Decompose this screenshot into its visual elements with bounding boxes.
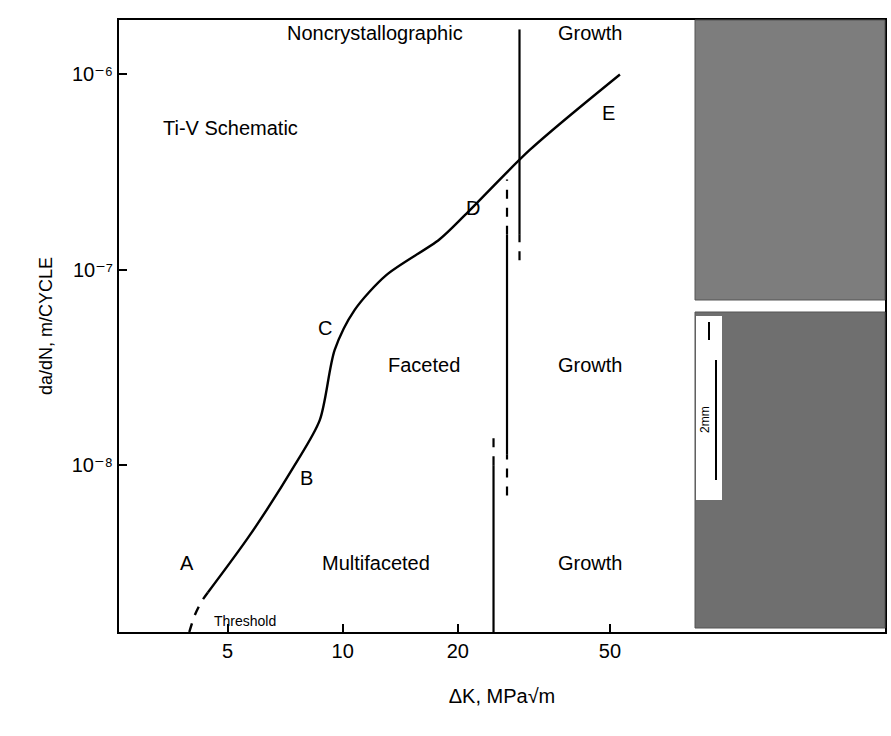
- svg-text:10⁻⁷: 10⁻⁷: [73, 259, 113, 281]
- svg-text:Threshold: Threshold: [214, 613, 276, 629]
- svg-text:D: D: [466, 197, 480, 219]
- svg-text:10⁻⁸: 10⁻⁸: [72, 454, 113, 476]
- svg-text:E: E: [602, 102, 615, 124]
- svg-text:C: C: [318, 317, 332, 339]
- svg-text:Growth: Growth: [558, 354, 622, 376]
- svg-text:ΔK, MPa√m: ΔK, MPa√m: [449, 685, 556, 707]
- svg-text:B: B: [300, 467, 313, 489]
- svg-text:Growth: Growth: [558, 22, 622, 44]
- svg-text:Growth: Growth: [558, 552, 622, 574]
- svg-text:da/dN, m/CYCLE: da/dN, m/CYCLE: [36, 257, 56, 395]
- svg-text:2mm: 2mm: [698, 406, 712, 433]
- svg-text:10: 10: [332, 640, 354, 662]
- svg-text:50: 50: [599, 640, 621, 662]
- svg-text:Ti-V Schematic: Ti-V Schematic: [163, 117, 298, 139]
- svg-text:10⁻⁶: 10⁻⁶: [72, 63, 113, 85]
- svg-text:A: A: [180, 552, 194, 574]
- svg-text:Faceted: Faceted: [388, 354, 460, 376]
- svg-text:20: 20: [447, 640, 469, 662]
- svg-text:5: 5: [222, 640, 233, 662]
- svg-text:Noncrystallographic: Noncrystallographic: [287, 22, 463, 44]
- svg-text:Multifaceted: Multifaceted: [322, 552, 430, 574]
